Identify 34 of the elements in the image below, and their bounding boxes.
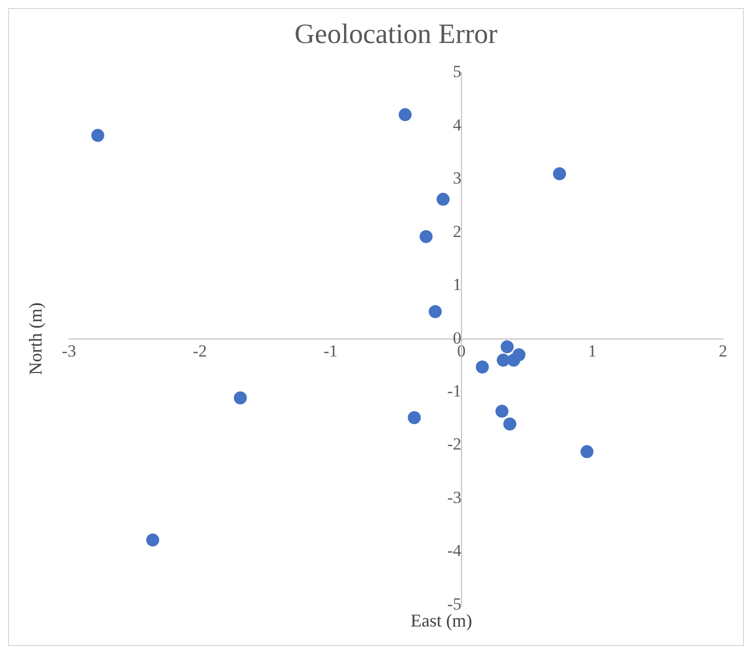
point [420,230,433,244]
point [496,354,510,367]
x-tick-label: -3 [62,341,76,360]
x-tick-label: -1 [324,341,338,360]
x-axis-title: East (m) [410,610,472,631]
point [436,192,450,206]
point [476,360,489,374]
point [553,167,566,180]
point [428,305,442,318]
point [512,348,526,362]
point [408,411,421,424]
y-tick-label: 1 [452,275,462,294]
chart-title: Geolocation Error [294,19,498,50]
y-tick-label: 5 [452,62,462,82]
x-tick-label: 1 [588,341,596,360]
x-tick-label: 2 [718,341,728,360]
point [146,534,160,547]
point [91,128,104,142]
y-tick-label: 2 [452,222,462,241]
y-tick-label: -4 [447,541,462,560]
x-tick-label: -2 [192,341,207,360]
point [398,108,412,122]
y-tick-label: 3 [452,168,462,188]
y-tick-label: -3 [447,488,462,507]
y-tick-label: -2 [447,434,462,454]
y-tick-label: 4 [452,115,462,134]
point [234,391,247,404]
y-axis-title: North (m) [26,302,46,376]
point [580,445,594,458]
point [495,404,508,418]
point [503,417,516,430]
y-tick-label: -5 [447,594,462,614]
point [500,340,514,354]
y-tick-label: -1 [447,382,462,401]
